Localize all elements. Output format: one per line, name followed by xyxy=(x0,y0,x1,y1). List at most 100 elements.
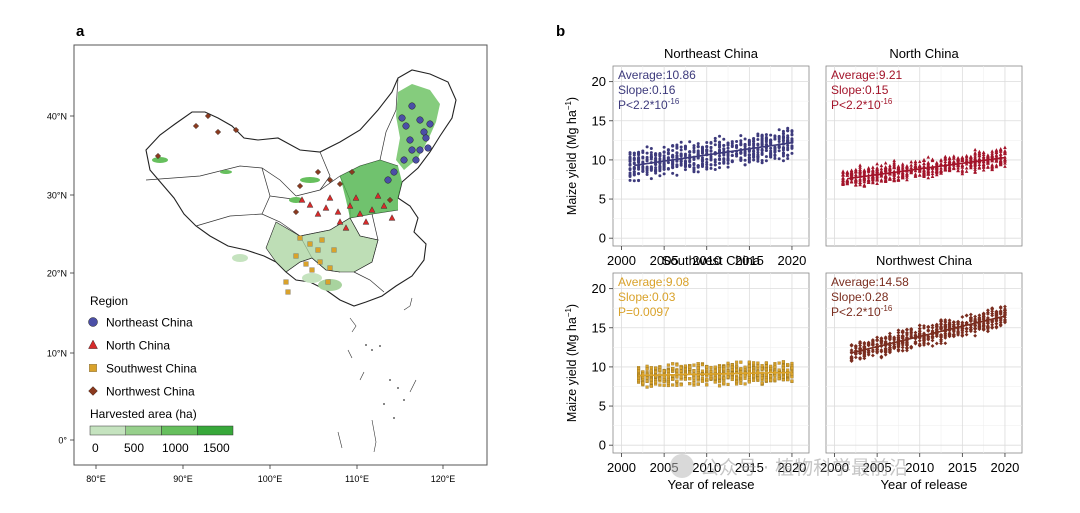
data-point xyxy=(892,337,897,342)
data-point xyxy=(939,334,943,339)
map-marker-southwest xyxy=(283,279,289,285)
data-point xyxy=(692,157,696,161)
data-point xyxy=(649,369,653,373)
data-point xyxy=(870,349,875,354)
data-point xyxy=(632,151,636,155)
data-point xyxy=(760,161,764,165)
data-point xyxy=(760,381,764,385)
map-marker-northeast xyxy=(416,116,424,124)
x-tick-label: 2000 xyxy=(607,253,636,268)
y-axis-label: Maize yield (Mg ha−1) xyxy=(564,304,579,422)
data-point xyxy=(688,150,692,154)
y-tick-label: 10 xyxy=(592,359,606,374)
data-point xyxy=(662,154,666,158)
data-point xyxy=(994,321,999,326)
area-colorbar-segment xyxy=(197,425,234,436)
map-marker-north xyxy=(306,201,314,208)
data-point xyxy=(790,375,794,379)
data-point xyxy=(739,143,743,147)
data-point xyxy=(917,323,922,328)
data-point xyxy=(726,364,730,368)
data-point xyxy=(883,339,888,344)
map-marker-northeast xyxy=(398,114,406,122)
data-point xyxy=(913,159,918,164)
data-point xyxy=(892,175,896,179)
map-marker-north xyxy=(326,194,334,201)
data-point xyxy=(683,165,687,169)
area-legend: Harvested area (ha) 0 500 1000 1500 xyxy=(89,407,234,455)
data-point xyxy=(671,377,675,381)
data-point xyxy=(735,152,739,156)
data-point xyxy=(666,151,670,155)
data-point xyxy=(905,164,909,168)
data-point xyxy=(994,164,999,169)
data-point xyxy=(998,152,1003,156)
data-point xyxy=(939,158,943,163)
trend-line xyxy=(634,141,793,167)
data-point xyxy=(662,162,666,166)
data-point xyxy=(930,169,935,173)
data-point xyxy=(756,376,760,380)
region-legend-title: Region xyxy=(90,294,128,308)
data-point xyxy=(662,172,666,176)
data-point xyxy=(666,369,670,373)
data-point xyxy=(1003,151,1007,156)
data-point xyxy=(875,181,879,186)
data-point xyxy=(917,164,922,168)
data-point xyxy=(964,327,969,331)
data-point xyxy=(735,154,739,158)
data-point xyxy=(658,174,662,178)
data-point xyxy=(637,155,641,159)
data-point xyxy=(688,140,692,144)
data-point xyxy=(905,340,909,345)
x-tick-label: 2000 xyxy=(820,460,849,475)
data-point xyxy=(671,160,675,164)
data-point xyxy=(964,166,969,170)
data-point xyxy=(773,374,777,378)
data-point xyxy=(760,151,764,155)
data-point xyxy=(764,155,768,159)
data-point xyxy=(756,150,760,154)
data-point xyxy=(726,141,730,145)
map-marker-northeast xyxy=(384,176,392,184)
data-point xyxy=(968,318,973,323)
map-marker-north xyxy=(298,196,306,203)
watermark: 公众号 · 植物科学最前沿 xyxy=(670,454,908,479)
data-point xyxy=(870,338,875,342)
y-tick-label: 5 xyxy=(599,192,606,207)
data-point xyxy=(777,145,781,149)
data-point xyxy=(994,148,999,152)
data-point xyxy=(718,154,722,158)
data-point xyxy=(645,172,649,176)
data-point xyxy=(973,333,978,338)
data-point xyxy=(986,310,990,315)
data-point xyxy=(683,144,687,148)
data-point xyxy=(866,180,871,184)
data-point xyxy=(896,337,901,341)
data-point xyxy=(969,158,973,163)
data-point xyxy=(922,172,926,176)
data-point xyxy=(786,157,790,161)
data-point xyxy=(649,366,653,370)
data-point xyxy=(900,343,905,347)
data-point xyxy=(892,158,896,163)
data-point xyxy=(986,325,990,330)
data-point xyxy=(875,162,879,166)
data-point xyxy=(994,325,999,330)
data-point xyxy=(709,141,713,145)
map-marker-northeast xyxy=(408,146,416,154)
data-point xyxy=(998,311,1003,315)
y-tick-label: 0 xyxy=(599,231,606,246)
data-point xyxy=(854,172,858,177)
data-point xyxy=(960,171,965,176)
data-point xyxy=(654,171,658,175)
data-point xyxy=(964,169,969,173)
data-point xyxy=(637,159,641,163)
data-point xyxy=(760,159,764,163)
legend-label: North China xyxy=(106,339,170,353)
data-point xyxy=(675,379,679,383)
stat-annotation: P<2.2*10-16 xyxy=(831,304,893,319)
data-point xyxy=(986,329,990,334)
data-point xyxy=(654,158,658,162)
data-point xyxy=(781,366,785,370)
